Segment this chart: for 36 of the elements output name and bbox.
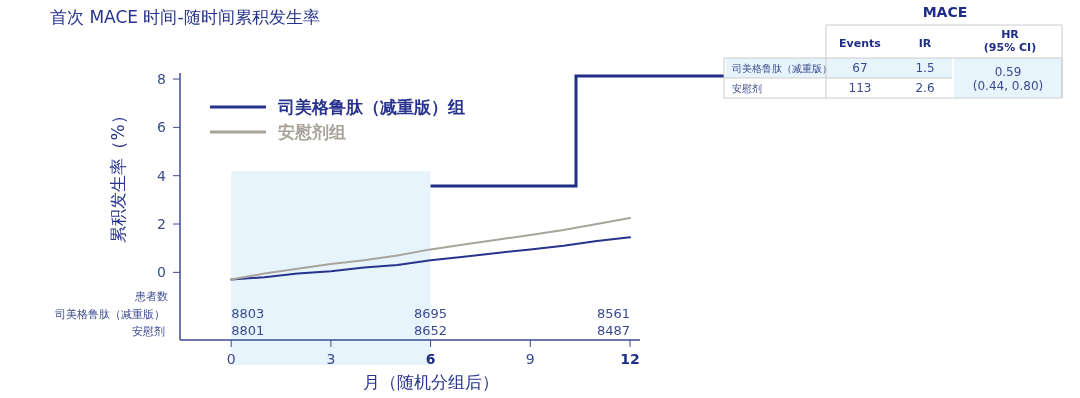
text: HR (95% CI) [983, 28, 1037, 54]
x-tick-label: 6 [425, 351, 436, 367]
text: 67 [852, 61, 868, 75]
text: 2.6 [915, 81, 935, 95]
text: 1.5 [915, 61, 935, 75]
x-tick-label: 0 [226, 351, 236, 367]
chart-title: 首次 MACE 时间-随时间累积发生率 [50, 7, 320, 27]
legend-label: 司美格鲁肽（减重版）组 [277, 97, 465, 117]
text: 患者数 [134, 290, 168, 303]
y-tick-label: 6 [157, 119, 167, 136]
annotation: 8561 [596, 306, 631, 321]
annotation: 8803 [231, 306, 265, 321]
annotation: 8652 [414, 323, 448, 338]
text: Events [839, 37, 882, 50]
y-tick-label: 4 [157, 167, 167, 184]
annotation: 8695 [414, 306, 448, 321]
annotation: 8487 [596, 323, 631, 338]
text: 0.59 (0.44, 0.80) [972, 65, 1044, 93]
legend-label: 安慰剂组 [278, 122, 346, 142]
text: IR [918, 37, 932, 50]
y-tick-label: 2 [157, 216, 166, 233]
line-series [230, 216, 632, 281]
text: 安慰剂 [732, 83, 762, 94]
text: 司美格鲁肽（减重版） [732, 63, 832, 74]
x-tick-label: 3 [326, 351, 336, 367]
y-axis-title: 累积发生率（%） [108, 107, 128, 243]
text: MACE [922, 4, 968, 20]
y-tick-label: 8 [157, 71, 166, 88]
x-axis-title: 月（随机分组后） [362, 372, 499, 392]
x-tick-label: 9 [525, 351, 535, 367]
text: 司美格鲁肽（减重版） [55, 308, 165, 321]
text: 安慰剂 [132, 325, 165, 338]
y-tick-label: 0 [157, 264, 166, 281]
x-tick-label: 12 [620, 351, 640, 367]
text: 113 [848, 81, 872, 95]
annotation: 8801 [231, 323, 265, 338]
